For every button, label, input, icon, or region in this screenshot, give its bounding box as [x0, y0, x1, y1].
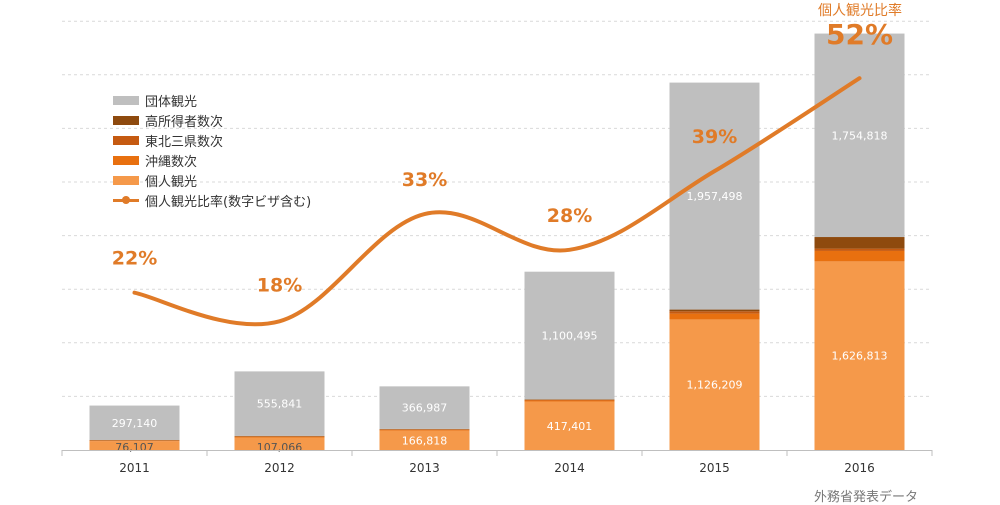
data-label: 297,140 — [112, 417, 158, 430]
data-label: 366,987 — [402, 402, 448, 415]
x-tick-label: 2012 — [264, 461, 295, 475]
bar-segment — [235, 437, 325, 438]
bar-segment — [815, 237, 905, 249]
legend-item-okinawa: 沖縄数次 — [113, 150, 311, 170]
data-label: 555,841 — [257, 398, 303, 411]
legend-swatch — [113, 116, 139, 125]
ratio-label: 52% — [826, 18, 893, 51]
data-label: 1,957,498 — [687, 190, 743, 203]
legend-item-individual: 個人観光 — [113, 170, 311, 190]
bar-segment — [815, 249, 905, 251]
x-tick-label: 2015 — [699, 461, 730, 475]
data-label: 76,107 — [115, 441, 154, 454]
legend-label: 東北三県数次 — [145, 131, 223, 150]
data-label: 1,626,813 — [832, 350, 888, 363]
ratio-label: 33% — [402, 169, 447, 191]
legend-label: 個人観光 — [145, 171, 197, 190]
legend-label: 個人観光比率(数字ビザ含む) — [145, 191, 311, 210]
bar-segment — [525, 400, 615, 401]
legend-swatch — [113, 96, 139, 105]
legend-item-tohoku: 東北三県数次 — [113, 130, 311, 150]
legend-line-swatch — [113, 196, 139, 205]
data-label: 1,100,495 — [542, 329, 598, 342]
legend-item-ratio: 個人観光比率(数字ビザ含む) — [113, 190, 311, 210]
x-axis: 2011 2012 2013 2014 2015 2016 — [62, 450, 932, 475]
legend-item-high-income: 高所得者数次 — [113, 110, 311, 130]
bar-segment — [670, 314, 760, 320]
legend-swatch — [113, 136, 139, 145]
ratio-series-title: 個人観光比率 — [790, 0, 930, 20]
x-tick-label: 2016 — [844, 461, 875, 475]
x-tick-label: 2013 — [409, 461, 440, 475]
ratio-label: 22% — [112, 248, 157, 270]
legend-swatch — [113, 156, 139, 165]
data-label: 417,401 — [547, 420, 593, 433]
data-label: 1,754,818 — [832, 129, 888, 142]
bar-segment — [380, 430, 470, 431]
data-label: 166,818 — [402, 434, 448, 447]
legend: 団体観光 高所得者数次 東北三県数次 沖縄数次 個人観光 個人観光比率(数字ビザ… — [113, 90, 311, 210]
bar-segment — [235, 436, 325, 437]
x-tick-label: 2014 — [554, 461, 585, 475]
bar-segment — [815, 251, 905, 261]
bar-segment — [525, 400, 615, 401]
legend-label: 高所得者数次 — [145, 111, 223, 130]
x-tick-label: 2011 — [119, 461, 150, 475]
bar-segment — [670, 310, 760, 312]
legend-item-group-tour: 団体観光 — [113, 90, 311, 110]
ratio-label: 28% — [547, 205, 592, 227]
data-label: 107,066 — [257, 441, 303, 454]
ratio-label: 39% — [692, 126, 737, 148]
ratio-label: 18% — [257, 274, 302, 296]
source-note: 外務省発表データ — [814, 486, 918, 505]
legend-swatch — [113, 176, 139, 185]
legend-label: 団体観光 — [145, 91, 197, 110]
legend-label: 沖縄数次 — [145, 151, 197, 170]
bar-segment — [670, 311, 760, 313]
data-label: 1,126,209 — [687, 379, 743, 392]
bar-segment — [525, 399, 615, 400]
